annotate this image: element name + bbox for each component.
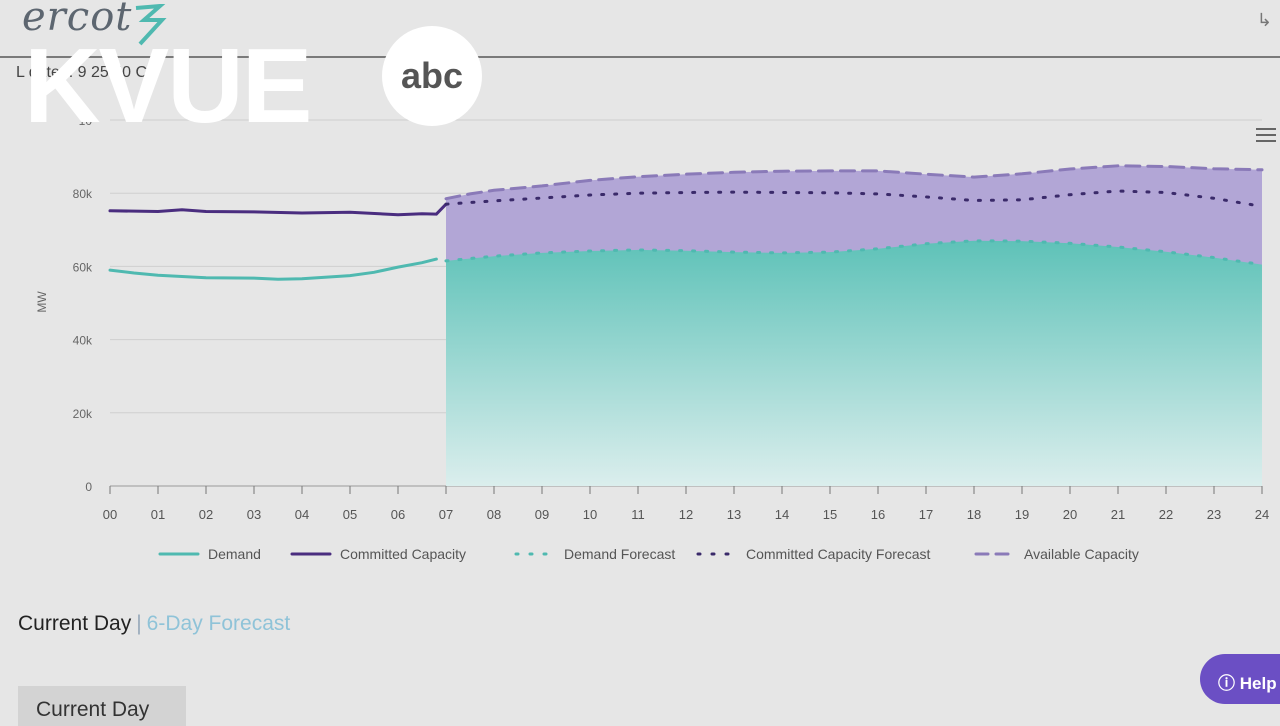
ercot-logo[interactable]: ercot <box>22 0 133 40</box>
x-tick-label: 16 <box>871 507 885 522</box>
user-icon[interactable]: ↳ <box>1256 10 1272 30</box>
y-tick-label: 10 <box>79 114 93 128</box>
x-tick-label: 14 <box>775 507 789 522</box>
question-circle-icon: ⓘ <box>1218 674 1235 693</box>
x-tick-label: 15 <box>823 507 837 522</box>
y-tick-label: 0 <box>85 480 92 494</box>
series-demand <box>108 257 438 281</box>
x-tick-label: 23 <box>1207 507 1221 522</box>
help-label: Help <box>1239 674 1277 693</box>
view-tabs: Current Day | 6-Day Forecast <box>18 612 290 636</box>
abc-logo-icon <box>382 26 482 126</box>
x-tick-label: 00 <box>103 507 117 522</box>
x-tick-label: 19 <box>1015 507 1029 522</box>
abc-logo-text: abc <box>401 55 463 96</box>
demand-forecast-area <box>446 240 1262 486</box>
ercot-logo-mark-icon <box>135 4 167 46</box>
series-committed-capacity <box>108 202 448 217</box>
x-tick-label: 10 <box>583 507 597 522</box>
help-button[interactable]: ⓘ Help <box>1200 654 1280 704</box>
y-tick-label: 80k <box>73 187 93 201</box>
tab-separator: | <box>136 612 142 635</box>
x-tick-label: 03 <box>247 507 261 522</box>
x-tick-label: 09 <box>535 507 549 522</box>
series-available-capacity <box>444 164 1264 201</box>
tab-current-day[interactable]: Current Day <box>18 612 132 635</box>
legend-label: Demand Forecast <box>564 546 675 562</box>
hamburger-menu-icon[interactable] <box>1256 128 1276 144</box>
grid-conditions-chart: 0 20k 40k 60k 80k 10 MW 00 01 02 03 04 05 06 07 08 09 10 1… <box>35 114 1269 562</box>
x-tick-label: 05 <box>343 507 357 522</box>
x-tick-label: 02 <box>199 507 213 522</box>
kvue-watermark: KVUE abc <box>24 26 482 136</box>
x-tick-label: 24 <box>1255 507 1269 522</box>
legend-label: Demand <box>208 546 261 562</box>
current-day-button[interactable]: Current Day <box>18 686 186 726</box>
x-tick-label: 18 <box>967 507 981 522</box>
legend-label: Committed Capacity <box>340 546 466 562</box>
x-tick-label: 08 <box>487 507 501 522</box>
x-tick-label: 21 <box>1111 507 1125 522</box>
x-tick-label: 17 <box>919 507 933 522</box>
x-tick-label: 12 <box>679 507 693 522</box>
y-axis-label: MW <box>35 291 49 313</box>
x-tick-label: 13 <box>727 507 741 522</box>
x-tick-label: 01 <box>151 507 165 522</box>
y-tick-label: 40k <box>73 334 93 348</box>
last-updated-text: L dated: 9 25 50 C <box>16 64 148 81</box>
x-tick-label: 07 <box>439 507 453 522</box>
header-bar: ercot ↳ <box>0 0 1280 58</box>
y-tick-label: 20k <box>73 407 93 421</box>
x-tick-label: 11 <box>631 507 645 522</box>
legend-label: Committed Capacity Forecast <box>746 546 931 562</box>
y-tick-label: 60k <box>73 260 93 274</box>
tab-six-day-forecast[interactable]: 6-Day Forecast <box>146 612 291 635</box>
x-tick-label: 20 <box>1063 507 1077 522</box>
x-tick-label: 04 <box>295 507 309 522</box>
x-tick-label: 22 <box>1159 507 1173 522</box>
x-tick-label: 06 <box>391 507 405 522</box>
kvue-watermark-text: KVUE <box>24 27 311 136</box>
legend-label: Available Capacity <box>1024 546 1139 562</box>
